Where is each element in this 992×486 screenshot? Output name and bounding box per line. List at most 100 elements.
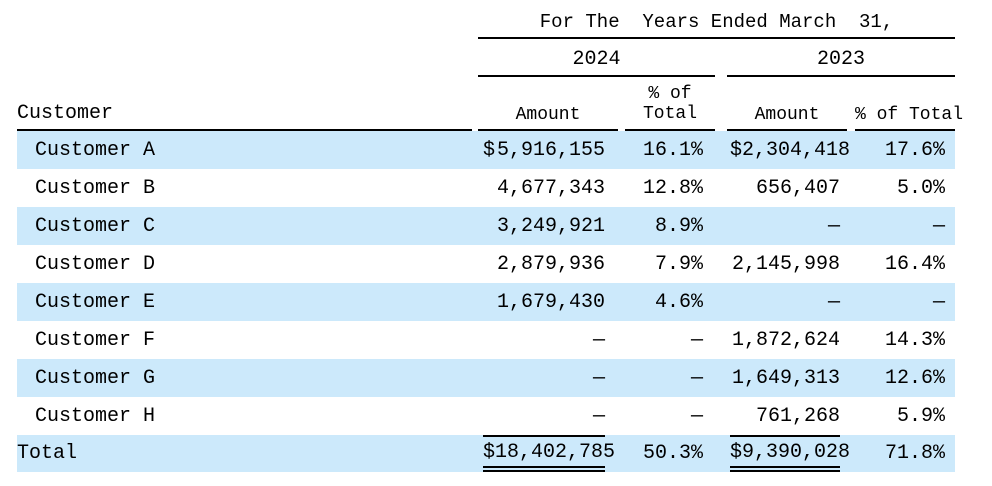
customer-name: Customer A: [35, 138, 156, 162]
amount-2023-header-cell: Amount: [727, 77, 847, 131]
dollar-sign: $: [730, 441, 743, 464]
amount-2023-cell: 656,407: [727, 169, 847, 207]
table-row: Customer D 2,879,936 7.9% 2,145,998 16.4…: [17, 245, 955, 283]
gap-cell: [847, 245, 855, 283]
pct-2024-cell: 7.9%: [654, 252, 703, 276]
amount-2023-cell: 761,268: [727, 397, 847, 435]
amount-value: 9,390,028: [742, 441, 851, 464]
amount-value: —: [592, 328, 605, 352]
gap-cell: [715, 359, 727, 397]
pct-2023-header: % of Total: [855, 105, 963, 131]
amount-value: —: [592, 404, 605, 428]
gap-cell: [715, 169, 727, 207]
amount-2024-cell: —: [478, 359, 618, 397]
customer-column-header-cell: Customer: [17, 77, 472, 131]
pct-2024-header-line1: % of: [648, 83, 692, 104]
pct-2024-cell: 16.1%: [642, 138, 703, 162]
total-amount-2023-cell: $9,390,028: [727, 435, 851, 472]
pct-2023-cell: 14.3%: [885, 328, 946, 352]
table-row: Customer A $5,916,155 16.1% $2,304,418 1…: [17, 131, 956, 169]
customer-concentration-table: For The Years Ended March 31, 2024 2023 …: [17, 0, 963, 472]
amount-2023-cell: 1,649,313: [727, 359, 847, 397]
gap-cell: [715, 397, 727, 435]
amount-2024-cell: 1,679,430: [478, 283, 618, 321]
amount-value: 656,407: [755, 176, 840, 200]
blank-cell: [17, 39, 472, 77]
customer-name: Customer G: [35, 366, 156, 390]
gap-cell: [715, 131, 727, 169]
gap-cell: [715, 207, 727, 245]
pct-2023-cell: 5.0%: [897, 176, 946, 200]
amount-value: 1,872,624: [731, 328, 840, 352]
pct-2023-cell: —: [933, 290, 946, 314]
amount-2023-cell: —: [727, 283, 847, 321]
amount-value: 2,145,998: [731, 252, 840, 276]
amount-2023-cell: $2,304,418: [727, 131, 850, 169]
gap-cell: [847, 397, 855, 435]
blank-cell: [17, 0, 472, 39]
gap-cell: [847, 359, 855, 397]
gap-cell: [847, 321, 855, 359]
pct-2024-cell: —: [690, 366, 703, 390]
amount-2024-cell: 2,879,936: [478, 245, 618, 283]
amount-value: 4,677,343: [496, 176, 605, 200]
gap-cell: [847, 283, 855, 321]
amount-2024-cell: —: [478, 321, 618, 359]
amount-2024-cell: $5,916,155: [478, 131, 618, 169]
pct-2023-header-cell: % of Total: [855, 77, 963, 131]
gap-cell: [715, 245, 727, 283]
total-row: Total $18,402,785 50.3% $9,390,028 71.8%: [17, 435, 956, 472]
amount-2023-cell: 1,872,624: [727, 321, 847, 359]
pct-2024-cell: —: [690, 328, 703, 352]
gap-cell: [715, 283, 727, 321]
pct-2024-cell: —: [690, 404, 703, 428]
amount-value: 5,916,155: [496, 138, 605, 162]
pct-2023-cell: 17.6%: [885, 138, 946, 162]
table-row: Customer C 3,249,921 8.9% — —: [17, 207, 956, 245]
gap-cell: [715, 435, 727, 472]
pct-2023-cell: —: [933, 214, 946, 238]
gap-cell: [847, 207, 855, 245]
column-header-row: Customer Amount % of Total Amount % of T…: [17, 77, 963, 131]
dollar-sign: $: [730, 138, 743, 162]
table-row: Customer H — — 761,268 5.9%: [17, 397, 955, 435]
customer-name: Customer D: [35, 252, 156, 276]
year-row: 2024 2023: [17, 39, 956, 77]
gap-cell: [847, 169, 855, 207]
pct-2024-cell: 4.6%: [654, 290, 703, 314]
table-row: Customer G — — 1,649,313 12.6%: [17, 359, 956, 397]
total-pct-2023-cell: 71.8%: [885, 442, 946, 465]
pct-2024-cell: 12.8%: [642, 176, 703, 200]
gap-cell: [715, 77, 727, 131]
amount-value: —: [592, 366, 605, 390]
table-row: Customer E 1,679,430 4.6% — —: [17, 283, 956, 321]
table-row: Customer F — — 1,872,624 14.3%: [17, 321, 955, 359]
year-2023-cell: 2023: [727, 39, 956, 77]
amount-value: 18,402,785: [495, 441, 616, 464]
customer-name: Customer C: [35, 214, 156, 238]
customer-name: Customer B: [35, 176, 156, 200]
dollar-sign: $: [483, 138, 496, 162]
gap-cell: [847, 77, 855, 131]
amount-2024-cell: —: [478, 397, 618, 435]
total-amount-2024-cell: $18,402,785: [478, 435, 618, 472]
customer-name: Customer H: [35, 404, 156, 428]
pct-2023-cell: 12.6%: [885, 366, 946, 390]
amount-value: 3,249,921: [496, 214, 605, 238]
amount-value: 1,679,430: [496, 290, 605, 314]
amount-2024-header: Amount: [478, 105, 618, 131]
amount-2023-cell: 2,145,998: [727, 245, 847, 283]
pct-2023-cell: 5.9%: [897, 404, 946, 428]
total-label: Total: [17, 442, 78, 465]
title-row: For The Years Ended March 31,: [17, 0, 956, 39]
gap-cell: [715, 321, 727, 359]
amount-value: 2,879,936: [496, 252, 605, 276]
amount-value: 761,268: [755, 404, 840, 428]
year-2023-label: 2023: [727, 48, 956, 77]
customer-name: Customer E: [35, 290, 156, 314]
customer-column-header: Customer: [17, 102, 472, 131]
gap-cell: [715, 39, 727, 77]
amount-2024-cell: 3,249,921: [478, 207, 618, 245]
amount-value: —: [827, 214, 840, 238]
amount-value: 1,649,313: [731, 366, 840, 390]
